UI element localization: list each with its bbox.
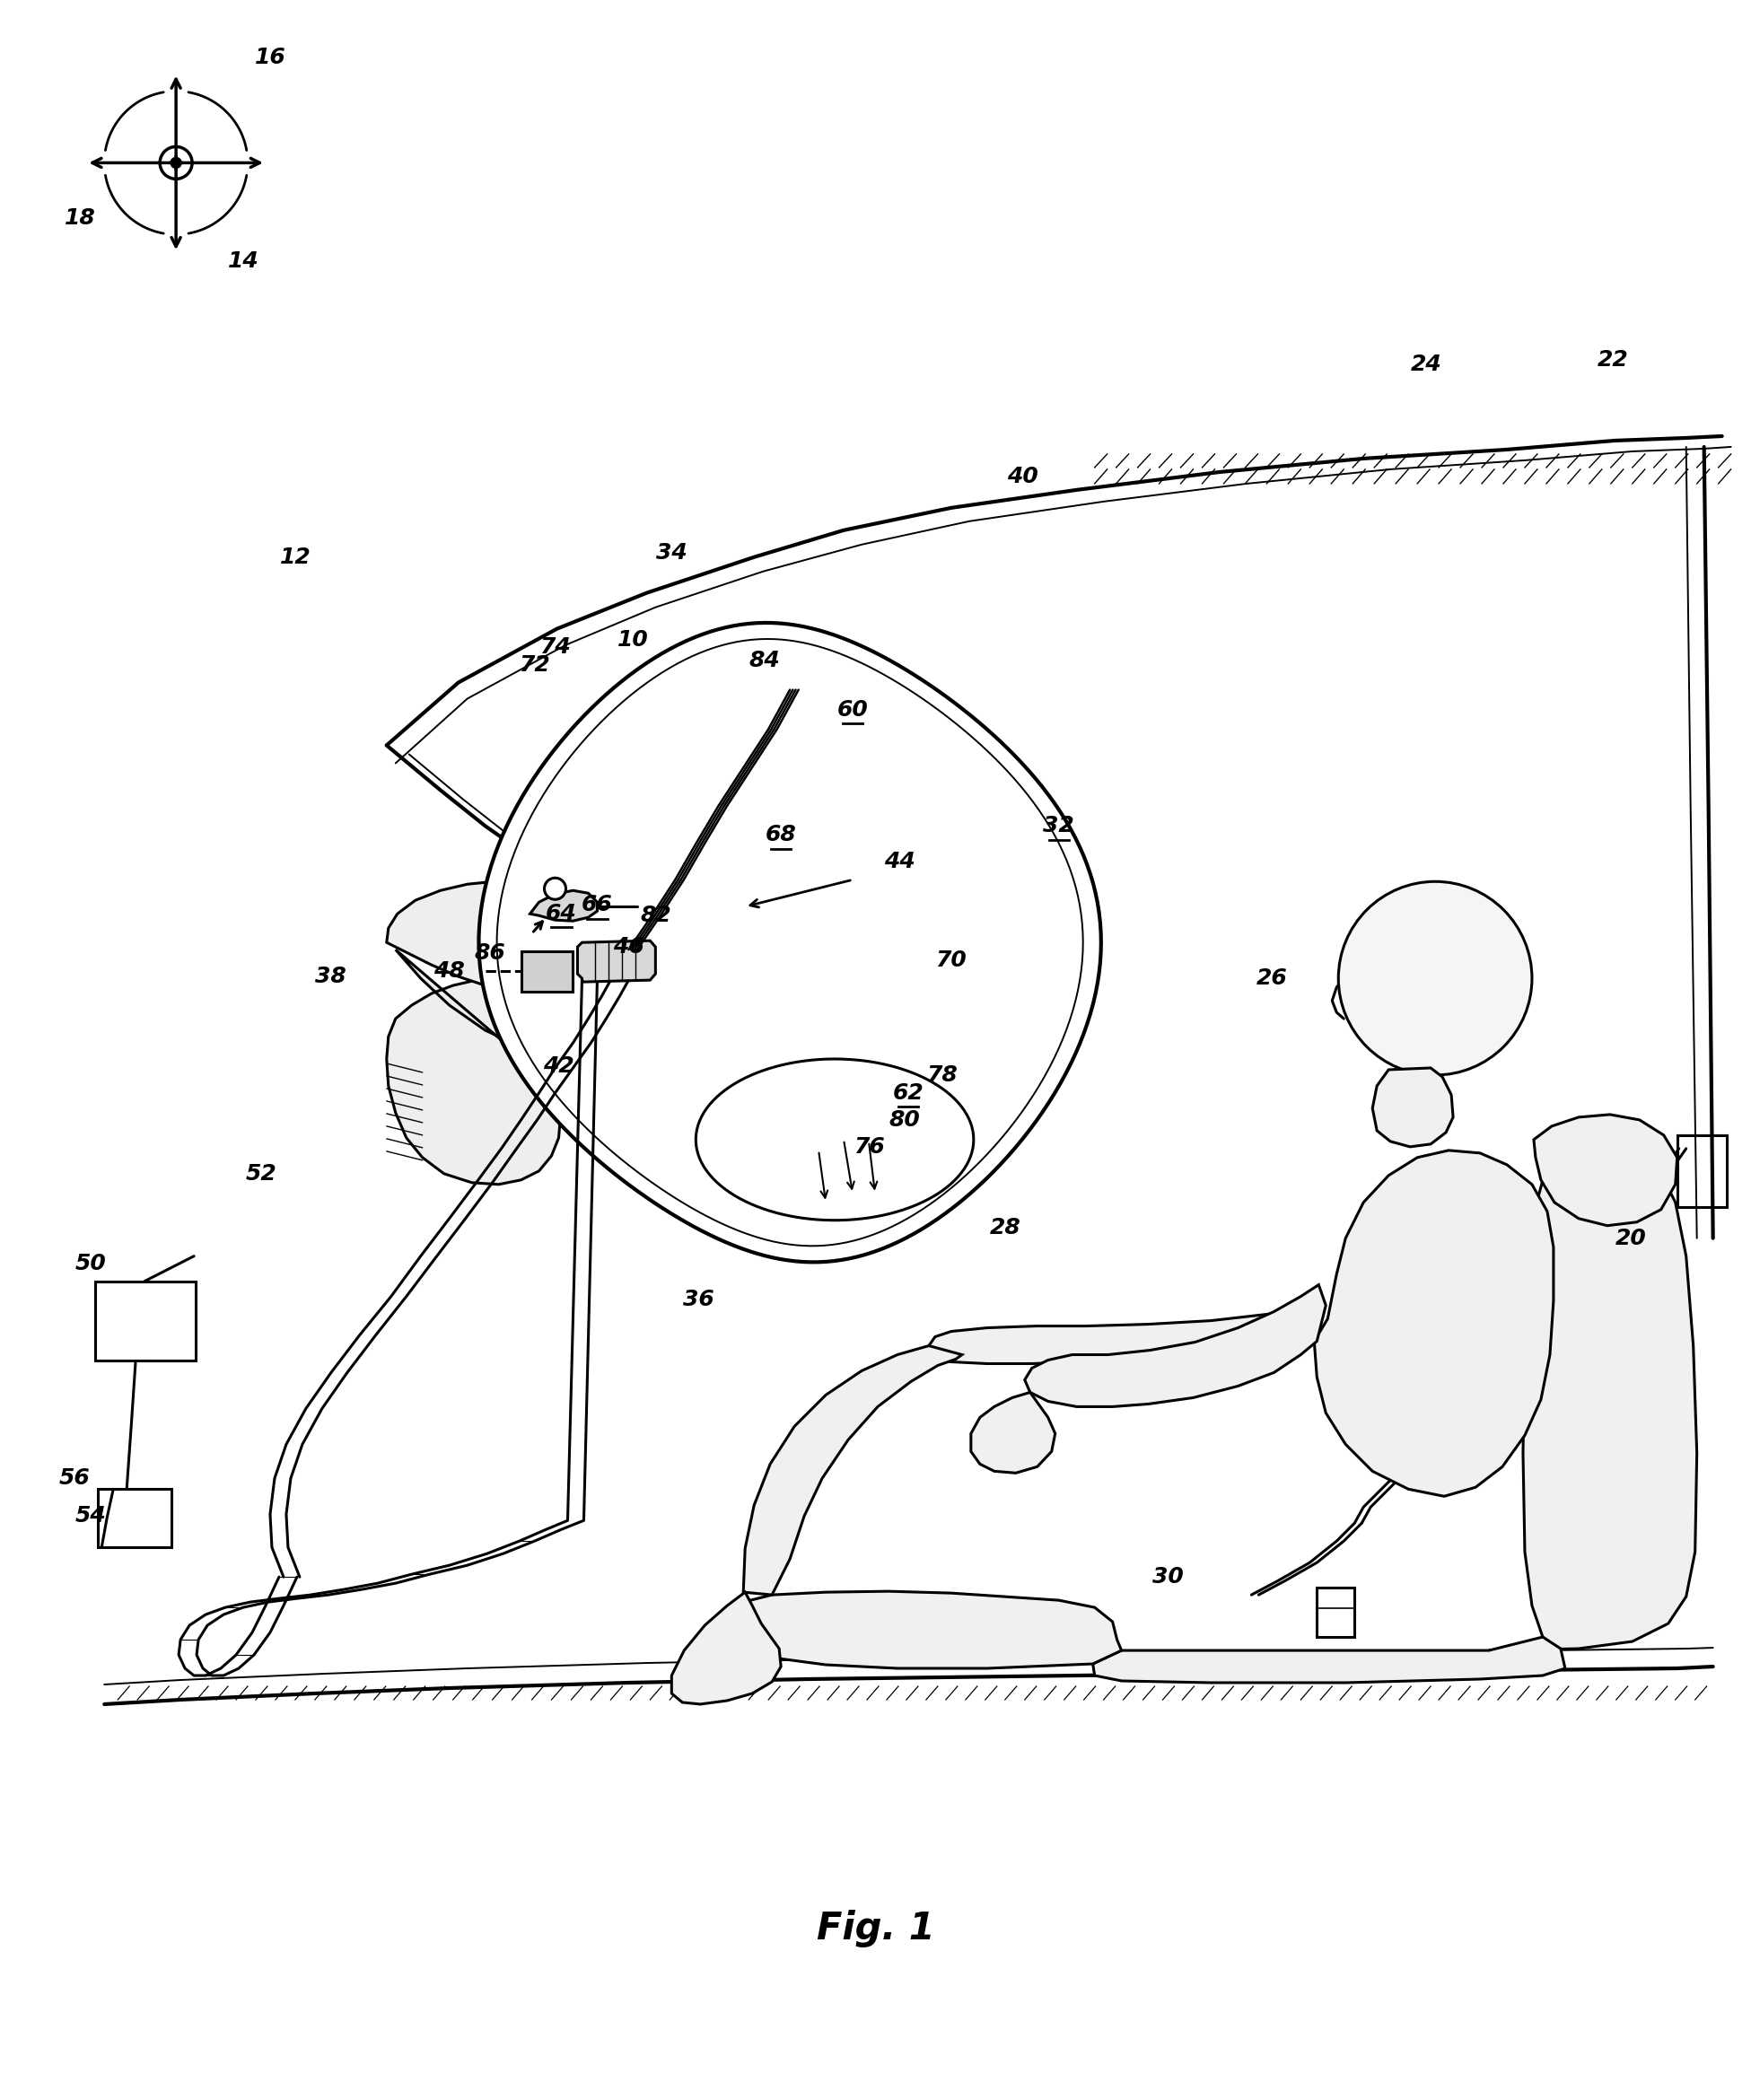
Text: 12: 12 (280, 546, 310, 567)
Text: 50: 50 (75, 1252, 107, 1275)
Bar (1317, 1588, 1355, 1638)
Text: 26: 26 (1257, 968, 1287, 989)
Text: 86: 86 (475, 943, 506, 964)
Polygon shape (1534, 1115, 1677, 1226)
Polygon shape (1024, 1285, 1326, 1407)
Text: 38: 38 (315, 966, 347, 987)
Circle shape (545, 878, 566, 899)
Text: 60: 60 (837, 699, 868, 720)
Text: 20: 20 (1614, 1226, 1646, 1250)
Text: 80: 80 (890, 1109, 921, 1130)
Text: 10: 10 (618, 628, 648, 651)
Polygon shape (972, 1392, 1056, 1472)
Bar (1677, 1136, 1726, 1207)
Polygon shape (725, 1592, 1121, 1667)
Polygon shape (522, 951, 573, 991)
Polygon shape (744, 1346, 961, 1594)
Text: Fig. 1: Fig. 1 (816, 1909, 935, 1947)
Text: 22: 22 (1597, 349, 1628, 372)
Polygon shape (1315, 1151, 1553, 1497)
Text: 82: 82 (639, 905, 671, 926)
Text: 76: 76 (853, 1136, 884, 1157)
Text: 44: 44 (884, 851, 914, 874)
Polygon shape (578, 941, 655, 983)
Circle shape (170, 158, 182, 168)
Polygon shape (387, 882, 622, 995)
Polygon shape (672, 1592, 781, 1705)
Polygon shape (928, 1306, 1315, 1363)
Text: 34: 34 (657, 542, 686, 563)
Text: 52: 52 (245, 1163, 277, 1184)
Text: 48: 48 (434, 960, 466, 983)
Text: 62: 62 (893, 1082, 925, 1105)
Text: 72: 72 (518, 653, 550, 676)
Text: 40: 40 (1007, 466, 1038, 487)
Circle shape (1338, 882, 1532, 1075)
Polygon shape (695, 1058, 974, 1220)
Polygon shape (387, 949, 681, 1184)
Text: 56: 56 (60, 1468, 91, 1489)
Polygon shape (1093, 1638, 1565, 1682)
Text: 18: 18 (65, 208, 96, 229)
Bar (95, 1281, 196, 1361)
Text: 46: 46 (613, 937, 644, 958)
Text: 64: 64 (546, 903, 578, 924)
Text: 16: 16 (254, 46, 285, 67)
Text: 74: 74 (539, 636, 571, 657)
Text: 84: 84 (749, 649, 781, 670)
Text: 66: 66 (581, 895, 613, 916)
Text: 42: 42 (543, 1056, 574, 1077)
Polygon shape (478, 624, 1101, 1262)
Text: 14: 14 (228, 250, 259, 273)
Polygon shape (1488, 1138, 1697, 1651)
Text: 78: 78 (926, 1065, 958, 1086)
Text: 30: 30 (1152, 1567, 1184, 1588)
Text: 54: 54 (75, 1506, 107, 1527)
Bar (98, 1489, 172, 1548)
Text: 24: 24 (1411, 353, 1441, 376)
Text: 36: 36 (683, 1289, 714, 1310)
Text: 68: 68 (765, 823, 797, 846)
Text: 28: 28 (989, 1216, 1021, 1239)
Text: 32: 32 (1044, 815, 1075, 836)
Text: 70: 70 (935, 949, 967, 970)
Polygon shape (531, 890, 597, 922)
Polygon shape (1373, 1069, 1453, 1147)
